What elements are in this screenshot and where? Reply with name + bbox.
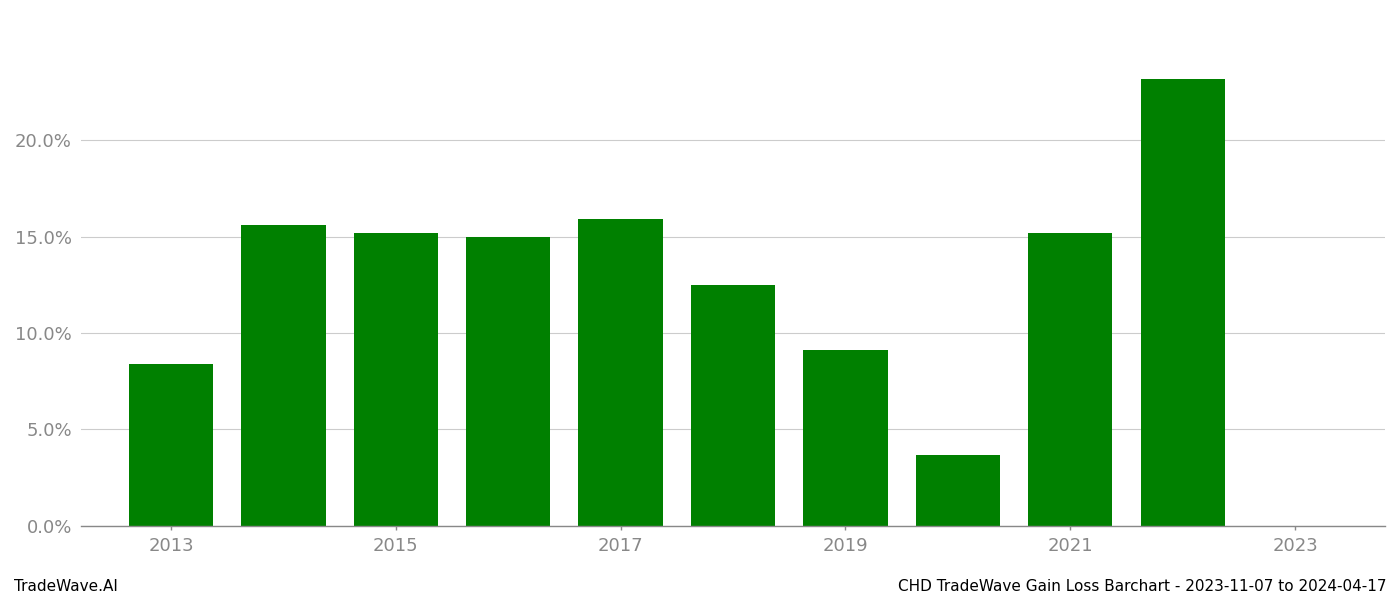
Bar	[241, 225, 326, 526]
Bar	[129, 364, 213, 526]
Bar	[1028, 233, 1113, 526]
Text: TradeWave.AI: TradeWave.AI	[14, 579, 118, 594]
Bar	[466, 237, 550, 526]
Bar	[354, 233, 438, 526]
Bar	[690, 285, 776, 526]
Bar	[916, 455, 1000, 526]
Text: CHD TradeWave Gain Loss Barchart - 2023-11-07 to 2024-04-17: CHD TradeWave Gain Loss Barchart - 2023-…	[897, 579, 1386, 594]
Bar	[804, 350, 888, 526]
Bar	[1141, 79, 1225, 526]
Bar	[578, 220, 662, 526]
